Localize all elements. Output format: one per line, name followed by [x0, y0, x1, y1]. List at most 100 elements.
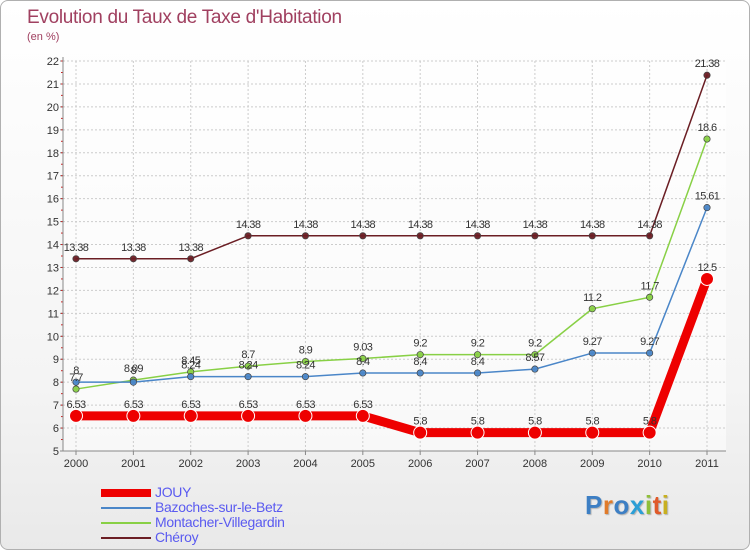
data-point-jouy — [700, 271, 714, 286]
legend-label-montacher: Montacher-Villegardin — [155, 514, 285, 530]
data-label-jouy: 5.8 — [528, 416, 542, 428]
x-tick-label: 2006 — [408, 458, 432, 470]
data-point-bazoches — [473, 369, 482, 377]
data-label-cheroy: 14.38 — [351, 219, 376, 231]
data-label-montacher: 7.7 — [69, 372, 83, 384]
y-tick-label: 11 — [48, 308, 59, 320]
legend-label-cheroy: Chéroy — [155, 529, 199, 545]
data-label-jouy: 6.53 — [239, 399, 258, 411]
data-label-bazoches: 8.57 — [525, 352, 544, 364]
legend-label-jouy: JOUY — [155, 484, 192, 500]
data-label-montacher: 18.6 — [697, 122, 716, 134]
data-label-montacher: 11.7 — [641, 280, 660, 292]
data-label-cheroy: 21.38 — [695, 58, 720, 70]
x-tick-label: 2002 — [178, 458, 202, 470]
data-point-bazoches — [646, 349, 654, 357]
data-point-bazoches — [301, 373, 310, 381]
data-label-bazoches: 15.61 — [695, 191, 720, 203]
x-tick-label: 2008 — [523, 458, 547, 470]
data-point-cheroy — [359, 232, 367, 240]
data-point-montacher — [588, 305, 596, 313]
series-line-jouy — [71, 274, 712, 438]
data-point-bazoches — [187, 373, 195, 381]
data-point-jouy — [642, 425, 657, 440]
y-tick-label: 15 — [47, 217, 59, 229]
data-point-montacher — [473, 351, 482, 359]
data-label-montacher: 9.2 — [471, 338, 485, 350]
data-point-cheroy — [301, 232, 310, 240]
x-tick-label: 2011 — [695, 458, 719, 470]
data-label-montacher: 8.09 — [124, 363, 143, 375]
y-tick-label: 21 — [47, 79, 59, 91]
series-line-bazoches — [75, 206, 708, 383]
data-label-cheroy: 14.38 — [293, 219, 318, 231]
data-point-bazoches — [703, 204, 711, 212]
data-label-jouy: 5.8 — [643, 416, 657, 428]
data-point-bazoches — [244, 373, 252, 381]
data-label-bazoches: 8.24 — [181, 360, 200, 372]
data-point-montacher — [646, 293, 654, 301]
data-point-bazoches — [129, 378, 137, 386]
data-point-montacher — [703, 135, 711, 143]
legend-label-bazoches: Bazoches-sur-le-Betz — [155, 499, 283, 515]
chart-subtitle: (en %) — [27, 31, 60, 43]
data-point-cheroy — [473, 232, 482, 240]
data-label-jouy: 6.53 — [124, 399, 143, 411]
x-tick-label: 2007 — [465, 458, 489, 470]
data-point-jouy — [241, 408, 256, 423]
y-tick-label: 20 — [47, 102, 59, 114]
y-tick-label: 9 — [53, 354, 59, 366]
data-point-cheroy — [129, 255, 137, 263]
y-tick-label: 6 — [53, 423, 59, 435]
data-point-cheroy — [244, 232, 252, 240]
data-point-montacher — [416, 351, 424, 359]
data-point-montacher — [531, 351, 539, 359]
data-label-cheroy: 13.38 — [121, 242, 146, 254]
data-label-bazoches: 8.24 — [239, 360, 258, 372]
chart-title: Evolution du Taux de Taxe d'Habitation — [27, 7, 342, 28]
y-tick-label: 13 — [47, 262, 59, 274]
x-tick-label: 2003 — [236, 458, 260, 470]
data-point-montacher — [301, 357, 310, 366]
data-point-montacher — [359, 354, 367, 363]
data-label-montacher: 8.7 — [241, 349, 255, 361]
logo-letter: t — [652, 490, 662, 520]
y-tick-label: 16 — [47, 194, 59, 206]
legend-swatch-cheroy — [101, 537, 151, 539]
data-point-montacher — [72, 385, 80, 393]
y-tick-label: 17 — [47, 171, 59, 183]
data-point-jouy — [183, 408, 198, 423]
y-tick-label: 19 — [47, 125, 59, 137]
legend-swatch-montacher — [101, 522, 151, 524]
data-point-cheroy — [72, 255, 80, 263]
series-line-montacher — [75, 138, 708, 390]
data-point-cheroy — [416, 232, 424, 240]
data-point-cheroy — [588, 232, 596, 240]
logo-letter: i — [661, 490, 670, 520]
x-tick-label: 2005 — [351, 458, 375, 470]
x-tick-label: 2010 — [637, 458, 661, 470]
logo-letter: P — [585, 490, 603, 520]
data-point-jouy — [298, 408, 313, 423]
data-point-jouy — [126, 408, 141, 423]
legend-swatch-bazoches — [101, 507, 151, 509]
data-label-jouy: 6.53 — [353, 399, 372, 411]
data-label-bazoches: 8 — [73, 365, 79, 377]
data-point-jouy — [69, 408, 83, 423]
data-point-montacher — [244, 362, 252, 370]
logo-letter: o — [613, 490, 630, 520]
data-point-cheroy — [187, 255, 195, 263]
data-point-bazoches — [416, 369, 424, 377]
data-point-cheroy — [531, 232, 539, 240]
data-label-montacher: 9.2 — [528, 338, 542, 350]
data-label-jouy: 6.53 — [66, 399, 85, 411]
y-tick-label: 12 — [47, 285, 59, 297]
x-tick-label: 2001 — [121, 458, 145, 470]
data-point-bazoches — [531, 365, 539, 373]
x-tick-label: 2004 — [293, 458, 317, 470]
data-label-montacher: 8.45 — [181, 355, 200, 367]
data-label-bazoches: 8.4 — [356, 356, 370, 368]
data-point-jouy — [585, 425, 600, 440]
